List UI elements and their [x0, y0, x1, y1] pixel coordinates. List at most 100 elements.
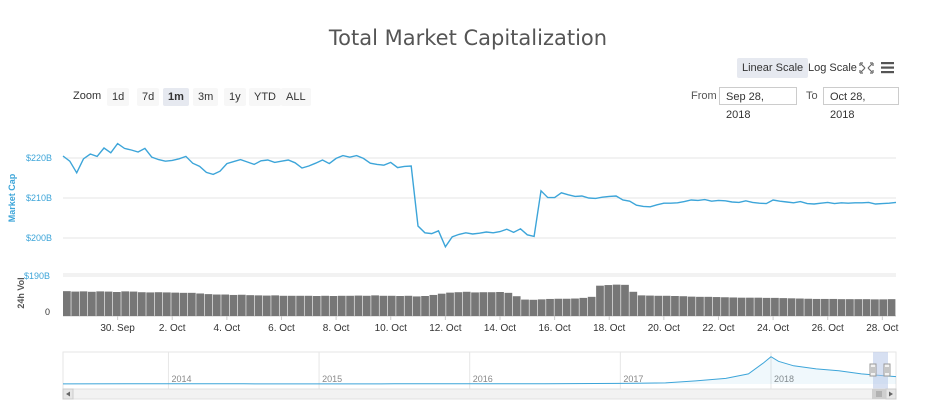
volume-bar — [512, 296, 521, 316]
volume-bar — [429, 294, 438, 316]
volume-bar — [371, 295, 379, 316]
volume-bar — [162, 292, 171, 316]
market-cap-line[interactable] — [62, 142, 897, 249]
x-tick-label: 2. Oct — [159, 323, 186, 334]
x-tick-label: 20. Oct — [648, 323, 680, 334]
volume-bar — [837, 299, 846, 316]
navigator-selection[interactable] — [873, 352, 888, 389]
volume-bar — [179, 292, 188, 316]
x-axis: 30. Sep 2. Oct 4. Oct 6. Oct 8. Oct 10. Oct 12… — [100, 316, 899, 334]
volume-bar — [204, 294, 213, 316]
volume-bar — [521, 299, 529, 316]
volume-bar — [112, 292, 121, 316]
volume-y-axis-label: 24h Vol — [16, 277, 26, 308]
navigator-tick-label: 2017 — [623, 374, 643, 384]
navigator-tick-label: 2015 — [322, 374, 342, 384]
volume-bar — [604, 285, 613, 316]
volume-bar — [887, 299, 896, 316]
volume-bar — [787, 298, 796, 316]
from-date-input[interactable]: Sep 28, 2018 — [719, 87, 797, 121]
menu-icon[interactable] — [881, 62, 894, 74]
x-tick-label: 4. Oct — [214, 323, 241, 334]
x-tick-label: 10. Oct — [375, 323, 407, 334]
volume-bar — [696, 296, 704, 316]
volume-bar — [354, 295, 363, 316]
volume-bar — [129, 291, 138, 316]
volume-bar — [537, 299, 546, 316]
navigator-area — [63, 356, 896, 384]
volume-bar — [121, 291, 130, 316]
volume-bar — [346, 295, 354, 316]
volume-bar — [879, 299, 888, 316]
volume-bar — [496, 292, 504, 316]
volume-bar — [254, 295, 263, 316]
navigator-line — [62, 356, 897, 385]
volume-bar — [471, 292, 479, 316]
volume-bar — [862, 299, 871, 316]
zoom-button-3m[interactable]: 3m — [193, 88, 219, 106]
volume-bar — [596, 285, 604, 316]
volume-bar — [854, 299, 863, 316]
y-tick-label: $220B — [26, 153, 52, 163]
volume-bar — [454, 292, 463, 316]
zoom-button-ytd[interactable]: YTD — [249, 88, 281, 106]
zoom-button-all[interactable]: ALL — [281, 88, 311, 106]
volume-bar — [587, 296, 596, 316]
zoom-button-1y[interactable]: 1y — [224, 88, 246, 106]
volume-bar — [362, 295, 371, 316]
log-scale-button[interactable]: Log Scale — [808, 62, 857, 74]
volume-bar — [737, 297, 746, 316]
volume-bar — [87, 291, 96, 316]
x-tick-label: 26. Oct — [812, 323, 844, 334]
volume-bar — [237, 294, 246, 316]
volume-bar — [646, 295, 654, 316]
volume-bar — [729, 297, 738, 316]
scroll-right-arrow-icon — [889, 391, 893, 397]
volume-bar — [387, 295, 396, 316]
volume-bar — [196, 293, 205, 316]
volume-y-tick-label: $190B — [24, 271, 50, 281]
navigator-tick-label: 2014 — [171, 374, 191, 384]
volume-bar — [421, 296, 429, 316]
volume-bar — [821, 298, 829, 316]
x-tick-label: 16. Oct — [538, 323, 570, 334]
navigator-left-handle[interactable] — [869, 363, 877, 377]
navigator-grid: 2014 2015 2016 2017 2018 — [167, 352, 794, 389]
volume-bar — [804, 298, 813, 316]
volume-bar — [96, 291, 105, 316]
volume-bar — [721, 297, 729, 316]
x-tick-label: 22. Oct — [702, 323, 734, 334]
volume-bar — [687, 296, 696, 316]
volume-bar — [637, 295, 646, 316]
volume-bar — [562, 298, 571, 316]
volume-bar — [662, 295, 671, 316]
volume-bar — [246, 295, 254, 316]
volume-bar — [504, 292, 513, 316]
zoom-button-7d[interactable]: 7d — [137, 88, 160, 106]
x-tick-label: 18. Oct — [593, 323, 625, 334]
to-date-input[interactable]: Oct 28, 2018 — [823, 87, 899, 121]
volume-bar — [679, 296, 688, 316]
volume-bar — [329, 296, 338, 316]
zoom-button-1d[interactable]: 1d — [107, 88, 130, 106]
volume-bar — [554, 298, 563, 316]
volume-bar — [479, 292, 488, 316]
scroll-left-arrow-icon — [66, 391, 70, 397]
volume-bar — [154, 292, 163, 316]
navigator-scrollbar[interactable] — [62, 388, 897, 400]
navigator-tick-label: 2018 — [774, 374, 794, 384]
fullscreen-icon[interactable] — [859, 62, 874, 74]
linear-scale-button[interactable]: Linear Scale — [737, 58, 809, 78]
navigator-right-handle[interactable] — [883, 363, 891, 377]
volume-bar — [304, 295, 313, 316]
to-label: To — [806, 90, 818, 102]
volume-bar — [404, 295, 413, 316]
volume-bar — [379, 295, 388, 316]
main-grid — [63, 157, 896, 275]
volume-bar — [612, 284, 621, 316]
x-tick-label: 14. Oct — [484, 323, 516, 334]
volume-bar — [437, 293, 446, 316]
main-y-axis: $220B $210B $200B — [26, 153, 52, 243]
zoom-button-1m[interactable]: 1m — [163, 88, 189, 106]
navigator[interactable]: 2014 2015 2016 2017 2018 — [62, 351, 897, 390]
